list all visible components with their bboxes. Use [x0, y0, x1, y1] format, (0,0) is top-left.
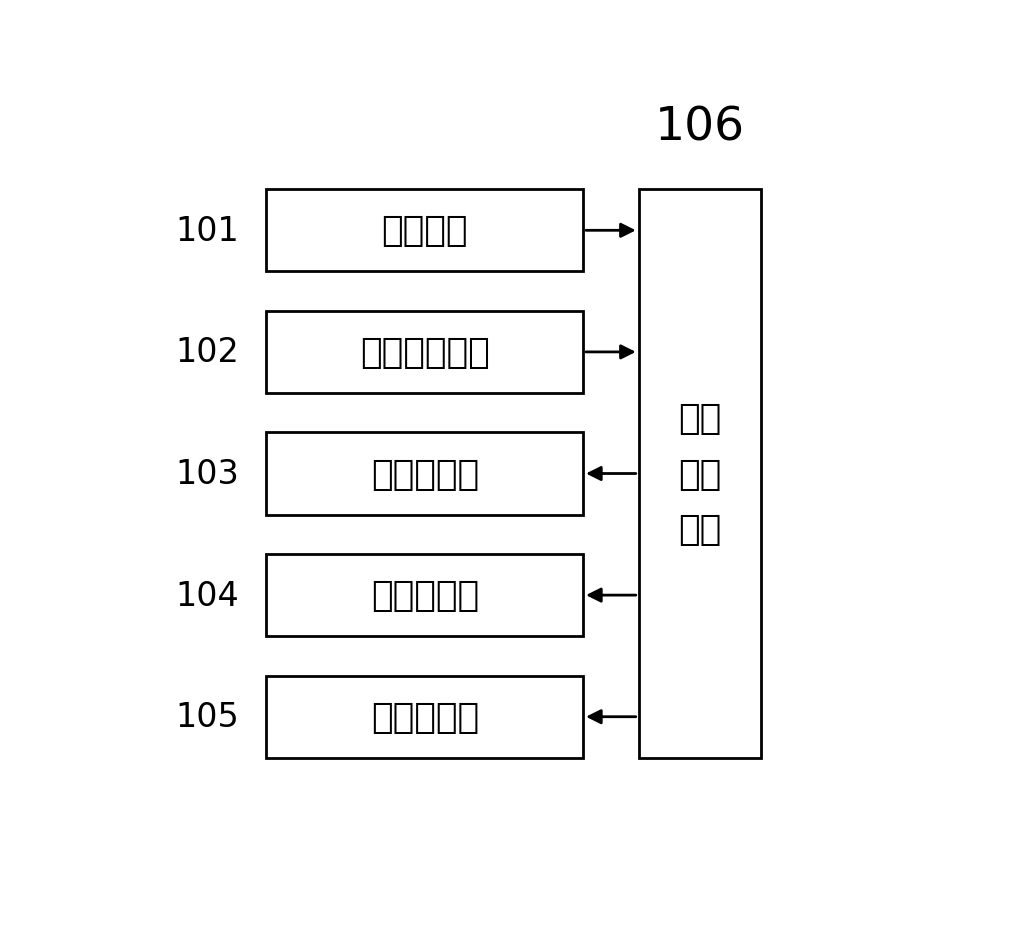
Text: 104: 104: [175, 579, 239, 612]
Text: 105: 105: [175, 701, 239, 733]
Bar: [267, 312, 584, 393]
Bar: [267, 676, 584, 758]
Bar: [267, 432, 584, 515]
Text: 合闸继电器: 合闸继电器: [371, 578, 479, 612]
Bar: [639, 190, 761, 758]
Text: 103: 103: [175, 458, 239, 491]
Text: 选电接触器: 选电接触器: [371, 457, 479, 491]
Bar: [267, 190, 584, 272]
Text: 分闸继电器: 分闸继电器: [371, 700, 479, 734]
Text: 采样电路: 采样电路: [381, 214, 468, 248]
Text: 102: 102: [175, 336, 239, 369]
Text: 输入
输出
端口: 输入 输出 端口: [679, 402, 722, 547]
Text: 状态采样电路: 状态采样电路: [360, 336, 490, 369]
Text: 101: 101: [175, 214, 239, 248]
Bar: [267, 554, 584, 637]
Text: 106: 106: [655, 106, 745, 150]
